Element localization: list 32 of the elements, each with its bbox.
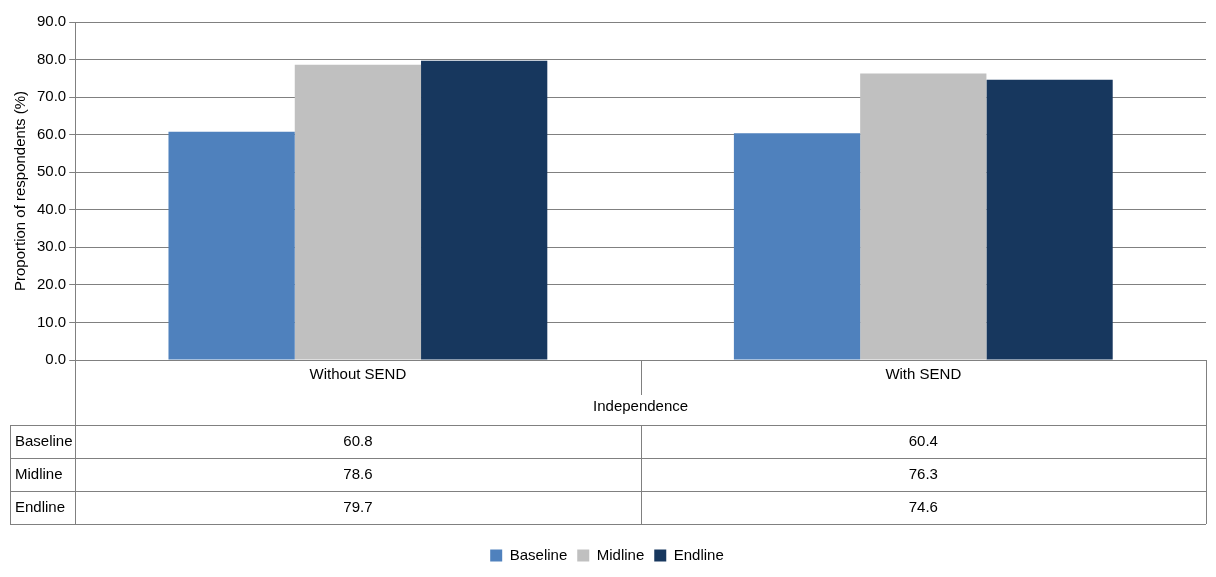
y-tick-label: 60.0	[36, 124, 67, 142]
legend-label: Endline	[673, 545, 724, 563]
y-tick-label: 30.0	[36, 237, 67, 255]
data-label: 79.7	[343, 497, 373, 515]
legend-label: Midline	[596, 545, 645, 563]
data-label: 78.6	[343, 464, 373, 482]
y-tick-label: 70.0	[36, 87, 67, 105]
bar	[860, 73, 987, 360]
bar	[168, 131, 295, 360]
text: Endline	[15, 497, 66, 515]
bar	[733, 133, 861, 360]
y-tick-label: 90.0	[36, 12, 67, 30]
y-tick-label: 80.0	[36, 49, 67, 67]
legend-label: Baseline	[509, 545, 568, 563]
x-tick-label: With SEND	[885, 365, 962, 383]
data-label: 60.4	[908, 431, 938, 449]
data-label: 60.8	[343, 431, 373, 449]
y-axis-title: Proportion of respondents (%)	[11, 90, 29, 292]
y-tick-label: 20.0	[36, 275, 67, 293]
data-label: 76.3	[908, 464, 938, 482]
x-axis-title: Independence	[593, 397, 689, 415]
bar	[986, 79, 1113, 360]
text: Midline	[15, 464, 63, 482]
y-tick-label: 0.0	[45, 350, 67, 368]
y-tick-label: 40.0	[36, 199, 67, 217]
bar	[294, 64, 422, 360]
y-tick-label: 10.0	[36, 312, 67, 330]
data-label: 74.6	[908, 497, 938, 515]
text: Baseline	[15, 431, 73, 449]
y-tick-label: 50.0	[36, 162, 67, 180]
bar	[421, 60, 548, 360]
x-tick-label: Without SEND	[309, 365, 407, 383]
